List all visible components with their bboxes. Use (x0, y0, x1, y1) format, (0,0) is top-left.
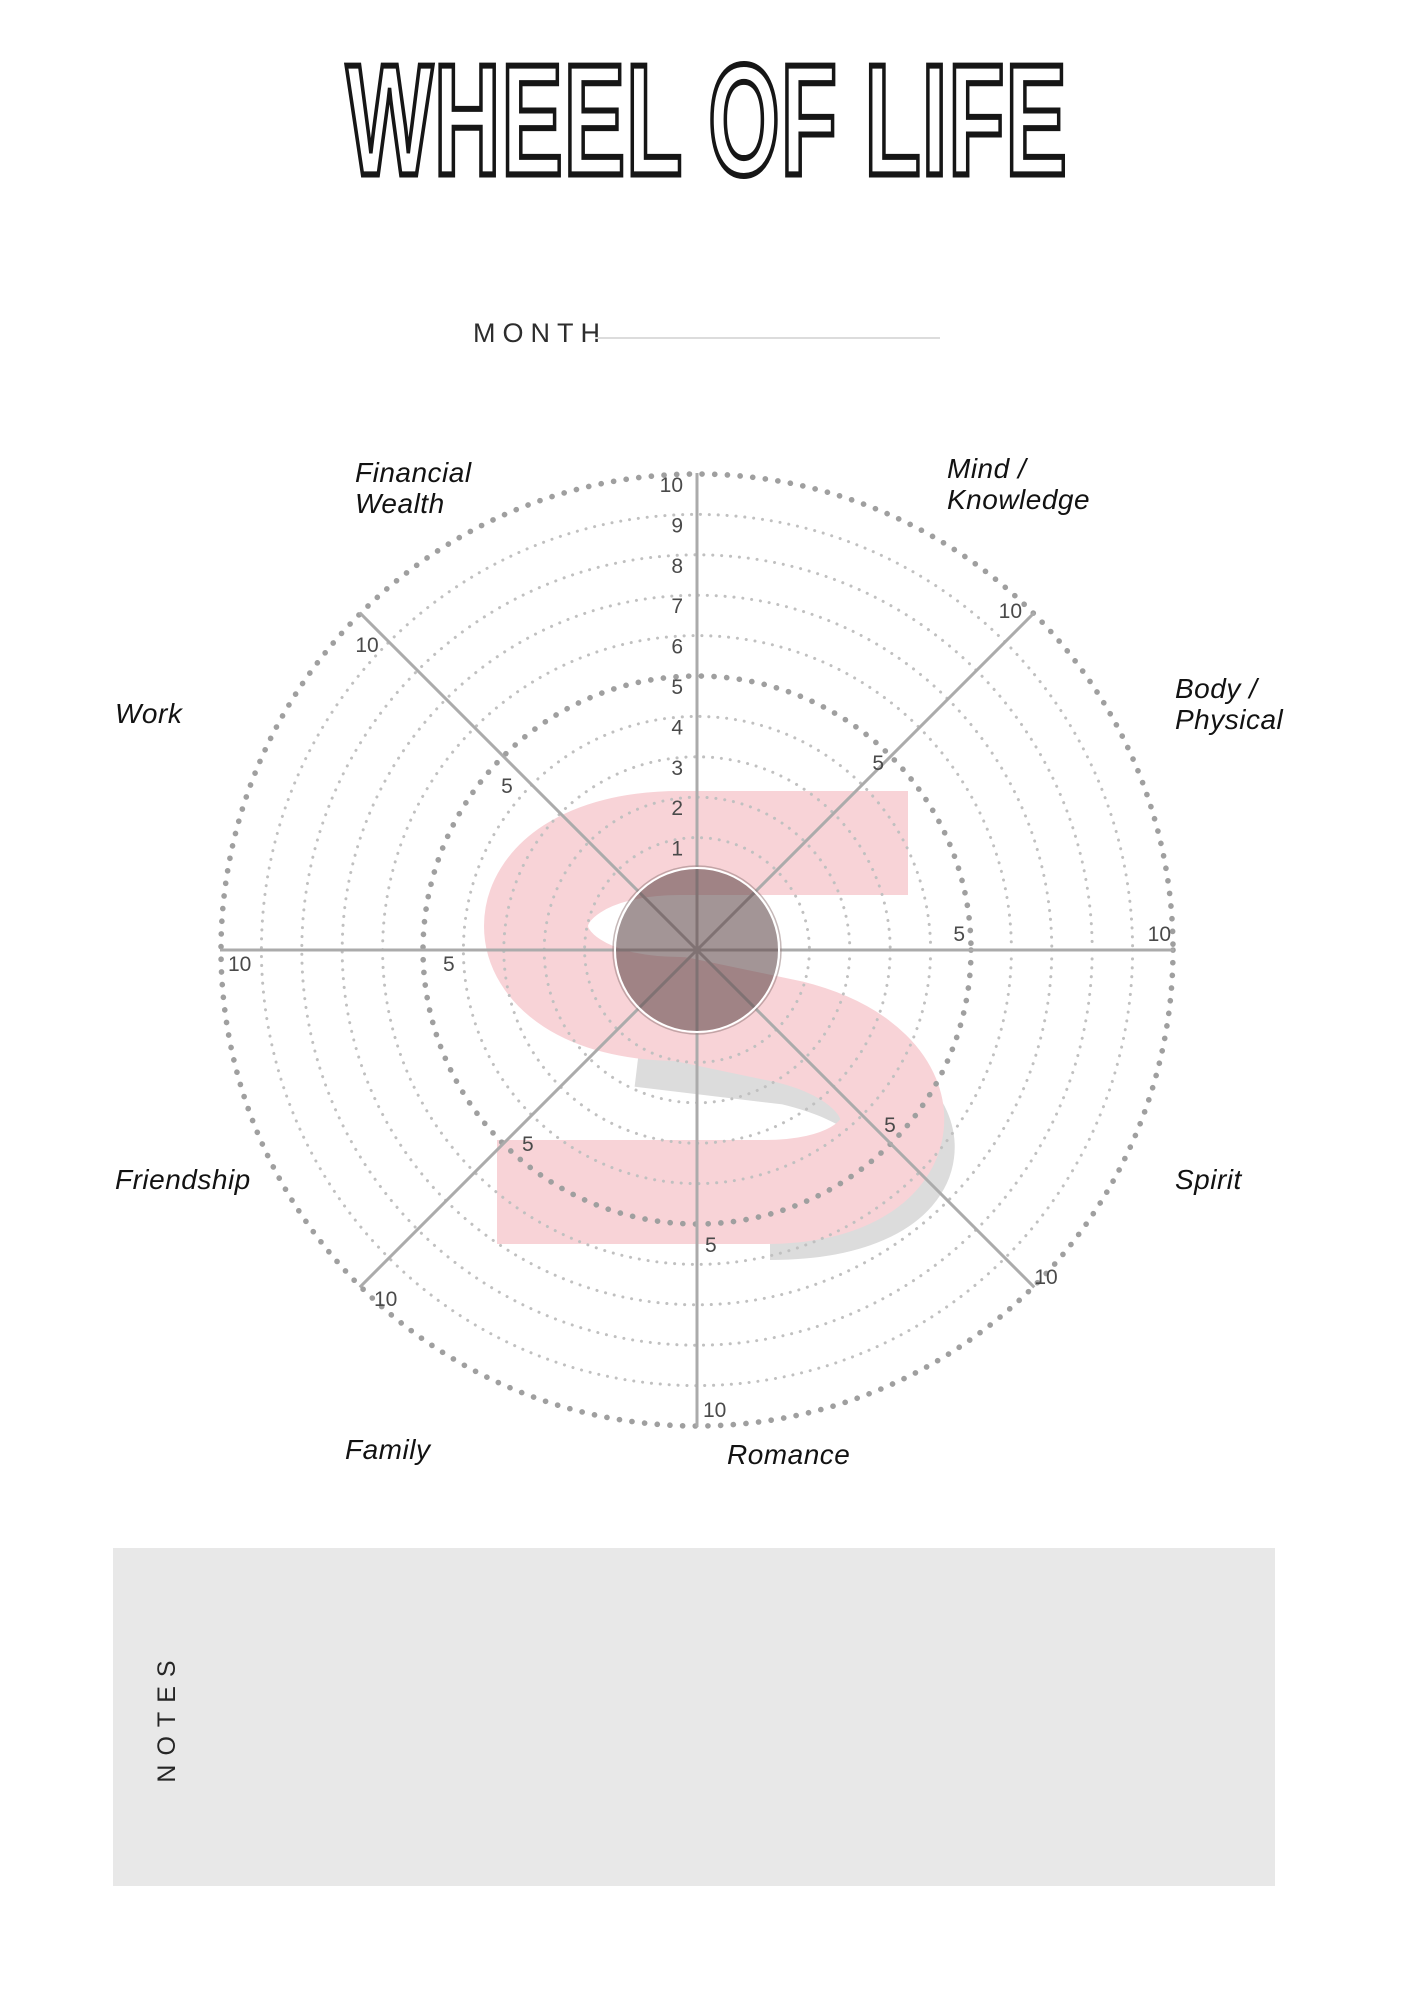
tick-N-5: 5 (671, 676, 683, 699)
page-title: WHEEL OF LIFE (344, 33, 1068, 209)
center-hub-outer-ring (612, 865, 782, 1035)
category-financial-wealth-line1: Financial (355, 457, 472, 488)
wheel-grid: 1 2 3 4 5 6 7 8 9 10 5 10 5 10 5 10 5 10 5 10 5 10 5 10 (218, 471, 1176, 1429)
tick-N-6: 6 (671, 636, 683, 659)
tick-NE-10: 10 (999, 600, 1022, 623)
category-friendship: Friendship (115, 1164, 251, 1195)
tick-E-10: 10 (1148, 923, 1171, 946)
tick-N-1: 1 (671, 838, 683, 861)
tick-N-2: 2 (671, 797, 683, 820)
tick-SE-5: 5 (884, 1114, 896, 1137)
tick-N-7: 7 (671, 595, 683, 618)
tick-N-9: 9 (671, 514, 683, 537)
tick-NE-5: 5 (872, 752, 884, 775)
tick-W-5: 5 (443, 953, 455, 976)
tick-NW-5: 5 (501, 775, 513, 798)
tick-SE-10: 10 (1034, 1266, 1057, 1289)
category-romance: Romance (727, 1439, 850, 1470)
category-family: Family (345, 1434, 432, 1465)
category-mind-knowledge-line2: Knowledge (947, 484, 1090, 515)
page-title-row: WHEEL OF LIFE (0, 0, 1414, 203)
tick-SW-5: 5 (522, 1133, 534, 1156)
tick-S-10: 10 (703, 1399, 726, 1422)
center-hub-circle (614, 867, 780, 1033)
tick-W-10: 10 (228, 953, 251, 976)
notes-label: NOTES (153, 1651, 181, 1783)
category-spirit: Spirit (1175, 1164, 1243, 1195)
month-input-line[interactable] (595, 303, 940, 339)
tick-N-10: 10 (660, 474, 683, 497)
category-mind-knowledge-line1: Mind / (947, 453, 1029, 484)
tick-NW-10: 10 (355, 634, 378, 657)
tick-E-5: 5 (953, 923, 965, 946)
notes-section[interactable]: NOTES (113, 1548, 1275, 1886)
tick-SW-10: 10 (374, 1288, 397, 1311)
category-financial-wealth-line2: Wealth (355, 488, 445, 519)
tick-S-5: 5 (705, 1234, 717, 1257)
tick-N-8: 8 (671, 555, 683, 578)
month-label: MONTH (473, 318, 607, 348)
tick-N-3: 3 (671, 757, 683, 780)
category-work: Work (115, 698, 184, 729)
category-body-physical-line1: Body / (1175, 673, 1260, 704)
category-body-physical-line2: Physical (1175, 704, 1284, 735)
tick-N-4: 4 (671, 716, 683, 739)
category-labels: Financial Wealth Mind / Knowledge Body /… (115, 453, 1284, 1470)
